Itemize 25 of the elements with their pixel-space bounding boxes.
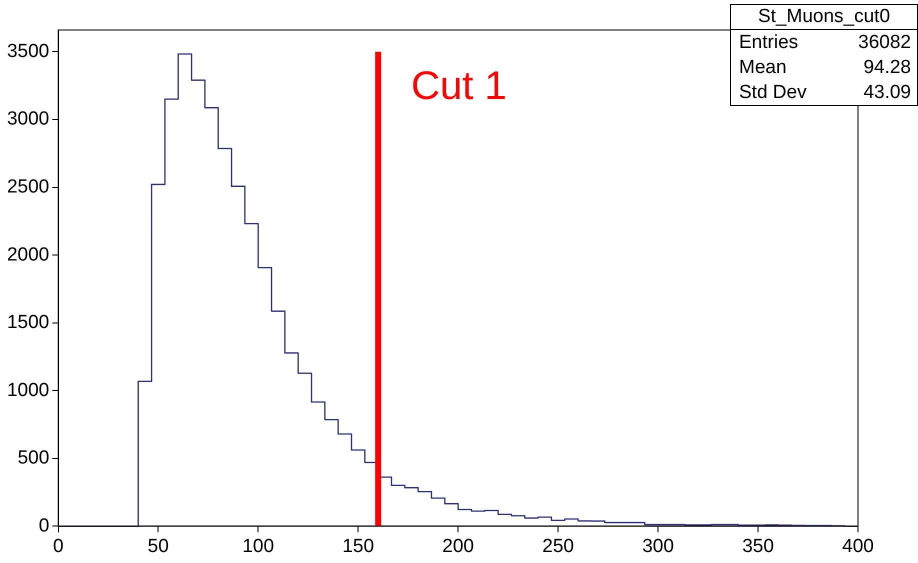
text: 94.28 bbox=[863, 56, 911, 79]
x-tick-label: 50 bbox=[148, 536, 169, 557]
annotation: Mean bbox=[739, 56, 787, 79]
x-tick-label: 150 bbox=[342, 536, 374, 557]
x-tick-label: 350 bbox=[742, 536, 774, 557]
y-tick-label: 1500 bbox=[6, 312, 50, 334]
x-tick-label: 250 bbox=[542, 536, 574, 557]
y-tick-label: 3000 bbox=[6, 108, 50, 130]
ref-line-label: Cut 1 bbox=[411, 64, 507, 108]
y-tick-label: 3500 bbox=[6, 40, 50, 62]
x-tick-label: 0 bbox=[52, 536, 64, 557]
x-tick-label: 300 bbox=[642, 536, 674, 557]
x-tick-label: 200 bbox=[442, 536, 474, 557]
y-tick-label: 2500 bbox=[6, 176, 50, 198]
text: 43.09 bbox=[863, 81, 911, 104]
text: 36082 bbox=[858, 31, 911, 54]
x-tick-label: 100 bbox=[242, 536, 274, 557]
text: St_Muons_cut0 bbox=[731, 5, 917, 30]
x-tick-label: 400 bbox=[842, 536, 874, 557]
y-tick-label: 0 bbox=[38, 515, 50, 536]
annotation: Entries bbox=[739, 31, 798, 54]
y-tick-label: 500 bbox=[18, 448, 50, 469]
annotation: Std Dev bbox=[739, 81, 807, 104]
y-tick-label: 2000 bbox=[6, 244, 50, 266]
y-tick-label: 1000 bbox=[6, 380, 50, 401]
